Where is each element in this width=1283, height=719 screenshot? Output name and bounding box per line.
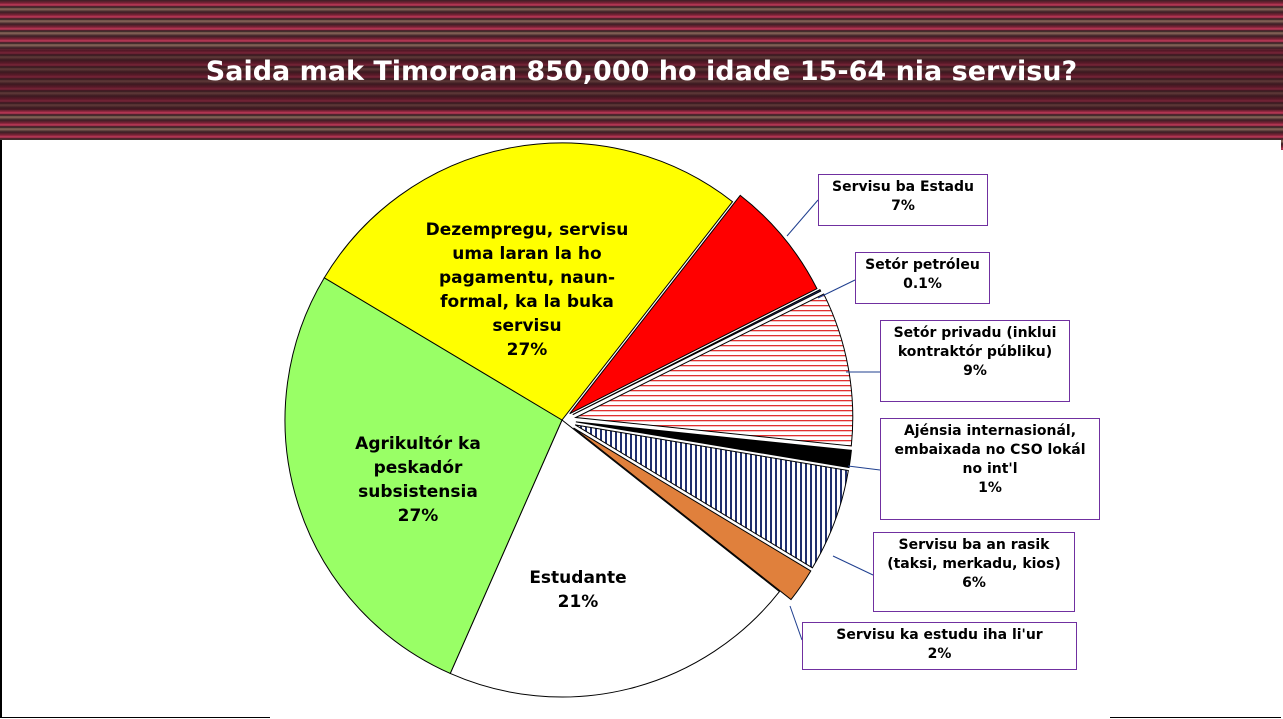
slice-value: 6%	[878, 574, 1070, 593]
slice-value: 9%	[885, 362, 1065, 381]
slice-name: Setór petróleu	[860, 256, 985, 275]
slice-value: 2%	[807, 645, 1072, 664]
slice-value: 27%	[318, 504, 518, 528]
callout-label: Setór privadu (inklui kontraktór públiku…	[880, 320, 1070, 402]
slice-name: Setór privadu (inklui kontraktór públiku…	[885, 324, 1065, 362]
slice-name: Agrikultór ka peskadór subsistensia	[318, 432, 518, 504]
slice-name: Ajénsia internasionál, embaixada no CSO …	[885, 422, 1095, 479]
callout-label: Servisu ba an rasik (taksi, merkadu, kio…	[873, 532, 1075, 612]
slice-value: 27%	[412, 338, 642, 362]
slice-label: Dezempregu, servisu uma laran la ho paga…	[412, 218, 642, 362]
slice-value: 0.1%	[860, 275, 985, 294]
slice-name: Servisu ka estudu iha li'ur	[807, 626, 1072, 645]
slice-name: Estudante	[493, 566, 663, 590]
slice-name: Servisu ba an rasik (taksi, merkadu, kio…	[878, 536, 1070, 574]
slide: Saida mak Timoroan 850,000 ho idade 15-6…	[0, 0, 1283, 719]
slice-value: 21%	[493, 590, 663, 614]
slice-name: Servisu ba Estadu	[823, 178, 983, 197]
slice-value: 1%	[885, 479, 1095, 498]
callout-label: Ajénsia internasionál, embaixada no CSO …	[880, 418, 1100, 520]
slice-name: Dezempregu, servisu uma laran la ho paga…	[412, 218, 642, 338]
slice-value: 7%	[823, 197, 983, 216]
